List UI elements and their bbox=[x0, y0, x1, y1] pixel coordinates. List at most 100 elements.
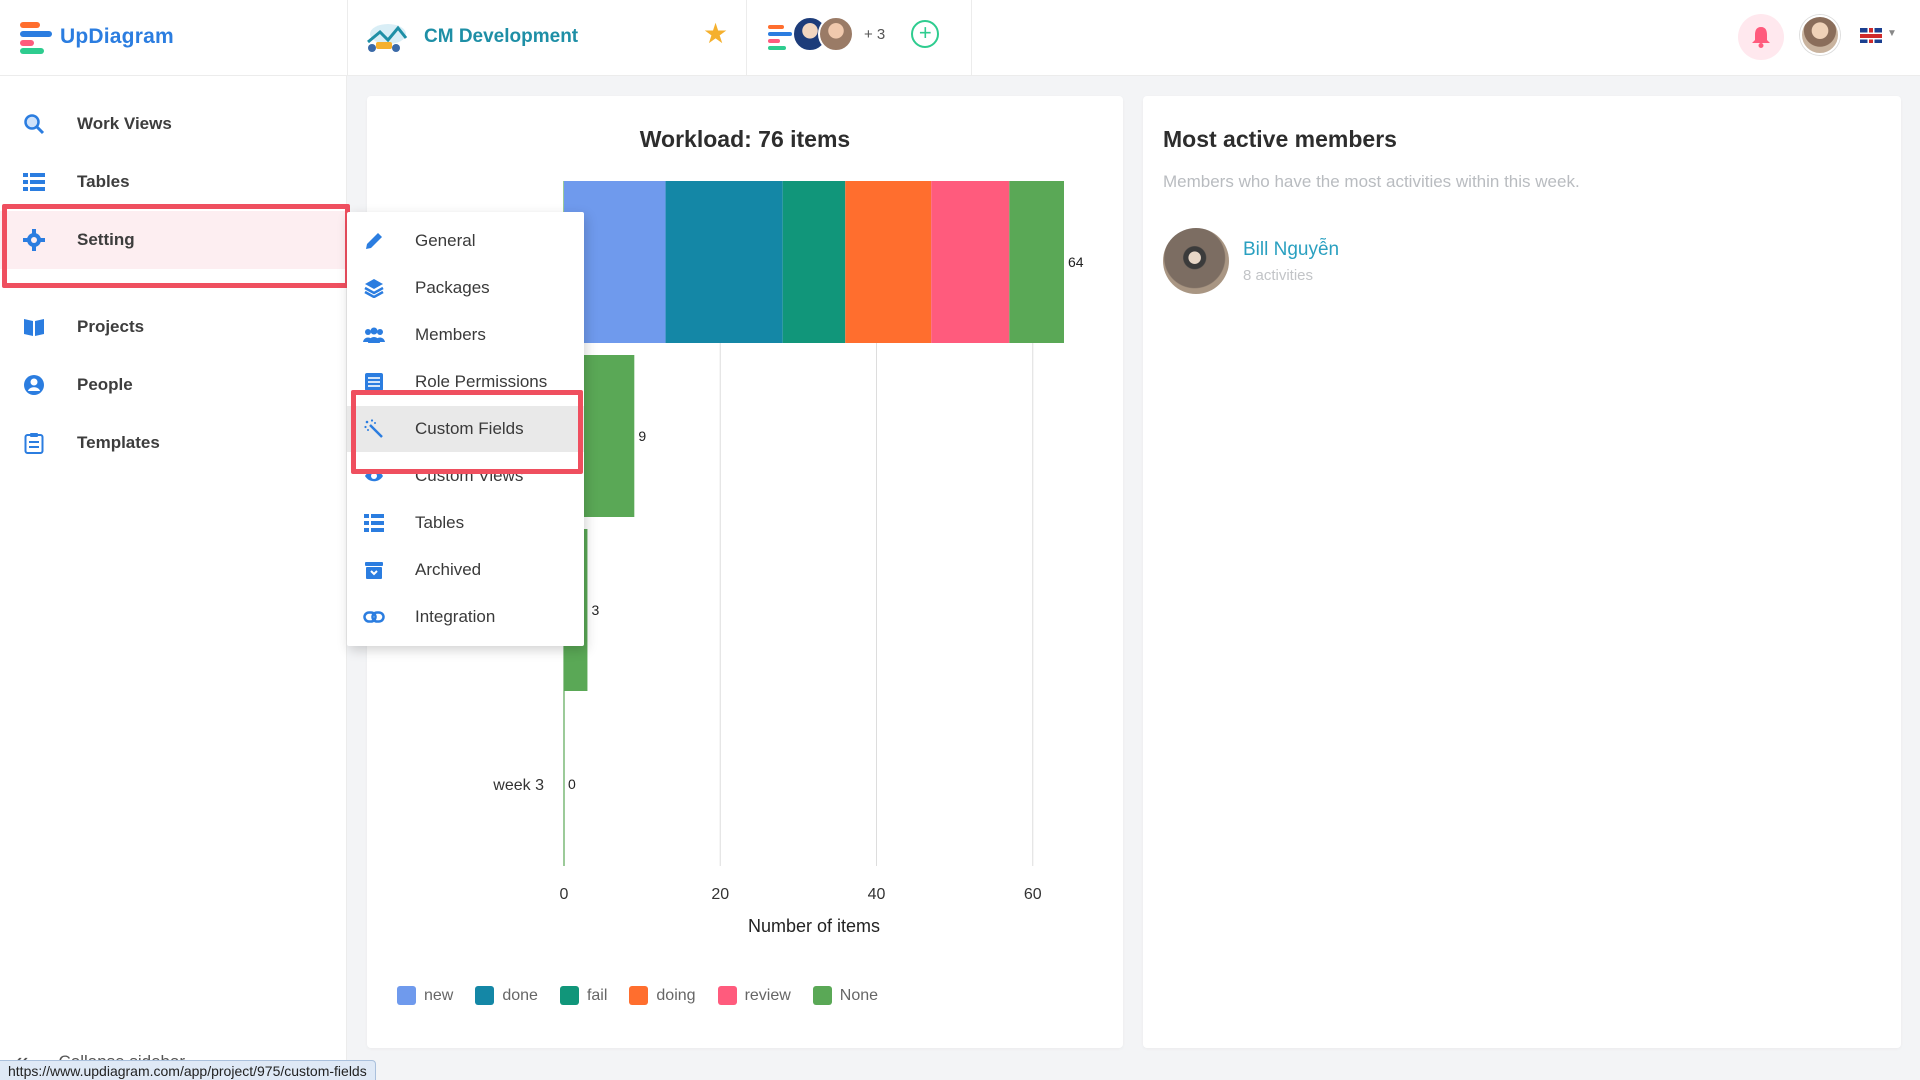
menu-item-tables[interactable]: Tables bbox=[347, 500, 584, 546]
legend-item-fail[interactable]: fail bbox=[559, 986, 608, 1005]
settings-dropdown-menu: General Packages Members Role Permission… bbox=[347, 212, 584, 646]
bar-segment-doing[interactable] bbox=[845, 181, 932, 343]
gear-icon bbox=[22, 228, 46, 252]
legend-label: fail bbox=[586, 986, 608, 1004]
member-row[interactable]: Bill Nguyễn 8 activities bbox=[1163, 228, 1339, 294]
most-active-members-card: Most active members Members who have the… bbox=[1143, 96, 1901, 1048]
list-icon bbox=[363, 371, 385, 393]
bar-segment-fail[interactable] bbox=[782, 181, 846, 343]
top-bar: UpDiagram CM Development ★ + 3 + bbox=[0, 0, 1920, 76]
person-icon bbox=[22, 373, 46, 397]
legend-item-none[interactable]: None bbox=[812, 986, 879, 1005]
team-logo-icon bbox=[766, 17, 800, 51]
legend-swatch bbox=[629, 986, 649, 1005]
menu-item-label: Integration bbox=[415, 607, 496, 626]
bar-total-label: 64 bbox=[1068, 254, 1084, 270]
menu-item-label: Archived bbox=[415, 560, 482, 579]
legend-swatch bbox=[559, 986, 579, 1005]
legend-swatch bbox=[397, 986, 416, 1005]
sidebar-item-label: Work Views bbox=[77, 114, 172, 133]
legend-item-doing[interactable]: doing bbox=[629, 986, 696, 1005]
member-activity-count: 8 activities bbox=[1243, 266, 1314, 284]
menu-item-label: Role Permissions bbox=[415, 372, 548, 391]
book-icon bbox=[22, 315, 46, 339]
menu-item-label: Members bbox=[415, 325, 486, 344]
menu-item-custom-fields[interactable]: Custom Fields bbox=[347, 406, 584, 452]
menu-item-label: Tables bbox=[415, 513, 465, 532]
menu-item-general[interactable]: General bbox=[347, 218, 584, 264]
legend-label: doing bbox=[656, 986, 696, 1004]
legend-item-new[interactable]: new bbox=[397, 986, 453, 1005]
list-icon bbox=[22, 170, 46, 194]
legend-label: done bbox=[502, 986, 538, 1004]
menu-item-archived[interactable]: Archived bbox=[347, 547, 584, 593]
link-icon bbox=[363, 606, 385, 628]
notifications-button[interactable] bbox=[1738, 14, 1784, 60]
bar-segment-none[interactable] bbox=[1009, 181, 1064, 343]
legend-item-review[interactable]: review bbox=[717, 986, 791, 1005]
magic-wand-icon bbox=[363, 418, 385, 440]
project-switcher[interactable]: CM Development bbox=[362, 18, 578, 56]
legend-label: None bbox=[839, 986, 879, 1004]
archive-icon bbox=[363, 559, 385, 581]
bar-segment-done[interactable] bbox=[665, 181, 783, 343]
legend-item-done[interactable]: done bbox=[475, 986, 538, 1005]
sidebar-item-tables[interactable]: Tables bbox=[0, 153, 347, 211]
legend-swatch bbox=[717, 986, 737, 1005]
x-tick-label: 20 bbox=[711, 886, 729, 903]
sidebar-item-label: People bbox=[77, 375, 133, 394]
legend-swatch bbox=[475, 986, 495, 1005]
menu-item-role-permissions[interactable]: Role Permissions bbox=[347, 359, 584, 405]
panel-title: Most active members bbox=[1163, 126, 1397, 152]
menu-item-label: General bbox=[415, 231, 476, 250]
member-name[interactable]: Bill Nguyễn bbox=[1243, 238, 1340, 260]
panel-subtitle: Members who have the most activities wit… bbox=[1163, 172, 1580, 191]
favorite-star-icon[interactable]: ★ bbox=[703, 18, 729, 49]
divider bbox=[746, 0, 747, 76]
sidebar-item-label: Tables bbox=[77, 172, 130, 191]
workload-chart: 0 20 40 60 64 9 3 0 week 3 Number of items bbox=[492, 181, 1084, 936]
sidebar-item-templates[interactable]: Templates bbox=[0, 414, 347, 472]
sidebar-item-label: Setting bbox=[77, 230, 135, 249]
add-member-button[interactable]: + bbox=[911, 20, 940, 48]
user-avatar[interactable] bbox=[1800, 15, 1840, 55]
project-members[interactable]: + 3 + bbox=[766, 16, 940, 52]
status-bar-url: https://www.updiagram.com/app/project/97… bbox=[0, 1060, 376, 1080]
menu-item-label: Custom Fields bbox=[415, 419, 524, 438]
menu-item-label: Packages bbox=[415, 278, 490, 297]
app-logo[interactable]: UpDiagram bbox=[20, 20, 174, 54]
chart-legend: new done fail doing review None bbox=[397, 986, 878, 1005]
bar-total-label: 3 bbox=[591, 602, 599, 618]
divider bbox=[347, 0, 348, 76]
sidebar-item-projects[interactable]: Projects bbox=[0, 298, 347, 356]
menu-item-members[interactable]: Members bbox=[347, 312, 584, 358]
pencil-icon bbox=[363, 230, 385, 252]
layers-icon bbox=[363, 277, 385, 299]
bell-icon bbox=[1752, 27, 1770, 48]
language-flag-icon[interactable] bbox=[1860, 28, 1882, 43]
menu-item-packages[interactable]: Packages bbox=[347, 265, 584, 311]
project-name: CM Development bbox=[424, 26, 579, 47]
more-members-count[interactable]: + 3 bbox=[864, 25, 886, 43]
x-tick-label: 60 bbox=[1024, 886, 1042, 903]
sidebar-item-work-views[interactable]: Work Views bbox=[0, 95, 347, 153]
project-icon bbox=[367, 24, 408, 52]
chevron-down-icon[interactable]: ▼ bbox=[1887, 28, 1897, 39]
sidebar-item-setting[interactable]: Setting bbox=[0, 211, 347, 269]
divider bbox=[971, 0, 972, 76]
legend-label: review bbox=[744, 986, 791, 1004]
avatar bbox=[1163, 228, 1229, 294]
users-icon bbox=[363, 324, 385, 346]
menu-item-integration[interactable]: Integration bbox=[347, 594, 584, 640]
workload-chart-card: Workload: 76 items 0 20 40 60 64 9 3 0 week 3 Num… bbox=[367, 96, 1123, 1048]
legend-label: new bbox=[424, 986, 454, 1004]
bar-total-label: 0 bbox=[568, 776, 576, 792]
member-avatar[interactable] bbox=[818, 16, 854, 52]
x-tick-label: 0 bbox=[560, 886, 569, 903]
bar-segment-review[interactable] bbox=[931, 181, 1010, 343]
y-category-label: week 3 bbox=[492, 777, 544, 794]
setting-highlight-box bbox=[2, 204, 350, 288]
list-icon bbox=[363, 512, 385, 534]
brand-name: UpDiagram bbox=[60, 25, 174, 48]
sidebar-item-people[interactable]: People bbox=[0, 356, 347, 414]
